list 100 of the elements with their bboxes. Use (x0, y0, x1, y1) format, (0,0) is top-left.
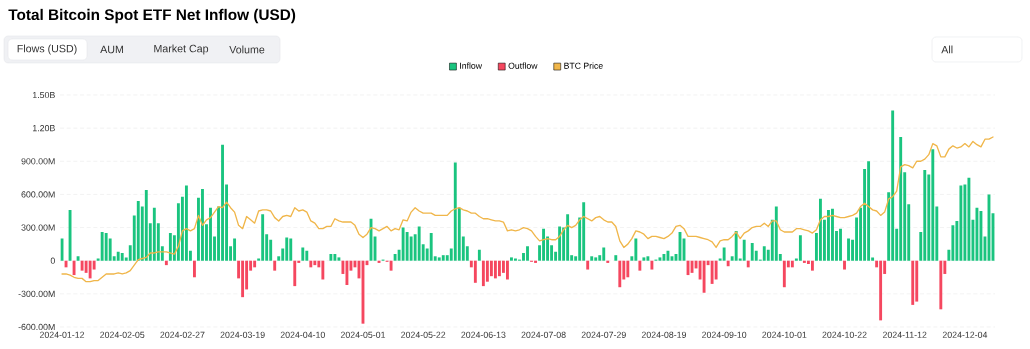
bar (602, 247, 606, 261)
x-tick-label: 2024-01-12 (39, 331, 85, 338)
bar (819, 198, 822, 261)
bar (542, 228, 546, 261)
bar (951, 225, 955, 261)
bar (477, 249, 481, 261)
x-tick-label: 2024-06-13 (461, 331, 506, 338)
bar (485, 260, 489, 282)
x-tick-label: 2024-05-22 (401, 331, 446, 338)
bar (285, 237, 289, 261)
bar (209, 207, 212, 261)
bar (923, 170, 927, 261)
bar (782, 260, 786, 288)
text: All (941, 45, 953, 54)
bar (301, 247, 305, 261)
x-tick-label: 2024-02-27 (160, 331, 205, 338)
bar (120, 252, 124, 261)
y-tick-label: 0 (50, 257, 55, 264)
text: Volume (229, 45, 265, 54)
legend-label: Outflow (508, 62, 538, 69)
bar (750, 243, 754, 261)
bar (526, 246, 529, 261)
bar (184, 185, 188, 261)
bar (662, 254, 666, 261)
bar (221, 144, 224, 261)
bar (831, 208, 834, 261)
bar (939, 260, 943, 310)
legend-label: BTC Price (564, 62, 603, 69)
x-tick-label: 2024-07-08 (521, 331, 566, 338)
legend-label: Inflow (460, 62, 483, 69)
x-tick-label: 2024-10-01 (762, 331, 807, 338)
x-tick-label: 2024-03-19 (220, 331, 265, 338)
bar (726, 260, 730, 267)
bar (261, 214, 265, 261)
bar (650, 260, 654, 270)
x-tick-label: 2024-05-01 (340, 331, 386, 338)
bar (393, 254, 397, 261)
bar (967, 177, 971, 261)
bar (614, 255, 618, 261)
bar (389, 260, 393, 271)
bar (879, 260, 883, 321)
bar (329, 254, 333, 261)
bar (790, 260, 794, 268)
bar (899, 136, 903, 261)
bar (506, 260, 509, 280)
x-tick-label: 2024-02-05 (100, 331, 145, 338)
bar (441, 255, 445, 261)
bar (774, 206, 778, 261)
bar (481, 260, 485, 287)
bar (722, 247, 726, 261)
bar (618, 260, 622, 288)
bar (289, 238, 293, 261)
bar (606, 260, 610, 263)
bar (321, 260, 325, 280)
bar (590, 256, 594, 261)
y-tick-label: 900.00M (21, 158, 55, 165)
bar (802, 260, 806, 263)
bar (293, 260, 297, 287)
bar (714, 260, 718, 280)
bar (201, 188, 204, 261)
bar (80, 260, 84, 271)
x-tick-label: 2024-04-10 (280, 331, 325, 338)
bar (473, 260, 477, 283)
y-tick-label: 300.00M (21, 224, 55, 231)
bar (437, 257, 441, 261)
bar (827, 209, 830, 261)
x-tick-label: 2024-10-22 (822, 331, 867, 338)
bar (810, 260, 814, 271)
bar (309, 260, 313, 268)
x-tick-label: 2024-09-10 (702, 331, 747, 338)
bar (915, 260, 919, 302)
bar (493, 260, 497, 279)
bar (72, 260, 76, 276)
bar (510, 257, 513, 261)
bar (843, 260, 846, 270)
bar (638, 260, 642, 271)
bar (702, 260, 706, 293)
bar (867, 161, 871, 261)
bar (168, 233, 172, 261)
bar (911, 260, 915, 305)
bar (253, 260, 257, 268)
bar (558, 226, 562, 261)
bar (417, 226, 421, 261)
bar (76, 256, 80, 261)
text: Market Cap (154, 44, 209, 55)
bar (742, 239, 746, 261)
bar (409, 236, 413, 261)
bar (931, 149, 935, 261)
bar (734, 230, 738, 261)
bar (534, 260, 537, 263)
x-tick-label: 2024-12-04 (942, 331, 988, 338)
x-tick-label: 2024-07-29 (581, 331, 626, 338)
bar (839, 228, 842, 261)
bar (642, 257, 646, 261)
bar (345, 260, 349, 286)
y-tick-label: -600.00M (18, 323, 55, 331)
bar (273, 260, 277, 271)
chart-title: Total Bitcoin Spot ETF Net Inflow (USD) (8, 8, 296, 24)
bar (405, 231, 409, 261)
bar (333, 254, 337, 261)
